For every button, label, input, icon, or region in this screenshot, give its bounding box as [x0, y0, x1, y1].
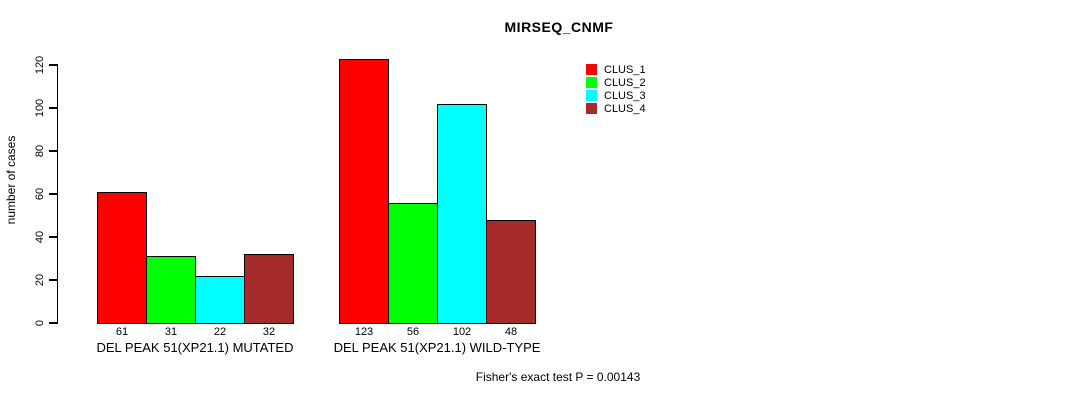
y-tick-mark	[49, 322, 57, 324]
bar-clus_4	[244, 254, 294, 324]
legend-swatch-clus-2	[586, 77, 597, 88]
y-tick-label: 80	[34, 144, 46, 158]
y-tick-mark	[49, 107, 57, 109]
y-tick-mark	[49, 236, 57, 238]
y-tick-label: 20	[34, 273, 46, 287]
y-tick-mark	[49, 193, 57, 195]
y-tick-mark	[49, 64, 57, 66]
bar-clus_1	[339, 58, 389, 324]
y-tick-label: 120	[34, 55, 46, 75]
bar-value-label: 31	[164, 326, 178, 338]
legend-item: CLUS_3	[586, 89, 646, 102]
y-axis-title: number of cases	[4, 135, 18, 225]
bar-clus_3	[437, 103, 487, 324]
legend-swatch-clus-4	[586, 103, 597, 114]
legend-label: CLUS_2	[604, 76, 646, 89]
bar-value-label: 48	[504, 326, 518, 338]
bar-clus_3	[195, 275, 245, 324]
legend-label: CLUS_1	[604, 63, 646, 76]
legend-swatch-clus-1	[586, 64, 597, 75]
bar-clus_2	[388, 202, 438, 324]
legend-label: CLUS_3	[604, 89, 646, 102]
y-tick-mark	[49, 279, 57, 281]
y-axis-line	[57, 64, 59, 324]
y-tick-mark	[49, 150, 57, 152]
legend-item: CLUS_2	[586, 76, 646, 89]
legend-item: CLUS_1	[586, 63, 646, 76]
group-label-wild-type: DEL PEAK 51(XP21.1) WILD-TYPE	[333, 340, 541, 355]
bar-clus_1	[97, 191, 147, 324]
bar-clus_4	[486, 219, 536, 324]
legend-label: CLUS_4	[604, 102, 646, 115]
y-tick-label: 0	[34, 319, 46, 327]
legend-swatch-clus-3	[586, 90, 597, 101]
bar-value-label: 123	[354, 326, 374, 338]
bar-value-label: 102	[452, 326, 472, 338]
fisher-test-annotation: Fisher's exact test P = 0.00143	[475, 370, 641, 384]
y-tick-label: 60	[34, 187, 46, 201]
bar-clus_2	[146, 256, 196, 324]
bar-value-label: 22	[213, 326, 227, 338]
bar-value-label: 32	[262, 326, 276, 338]
bar-value-label: 61	[115, 326, 129, 338]
chart-title: MIRSEQ_CNMF	[504, 19, 614, 35]
legend: CLUS_1 CLUS_2 CLUS_3 CLUS_4	[586, 63, 646, 115]
bar-value-label: 56	[406, 326, 420, 338]
group-label-mutated: DEL PEAK 51(XP21.1) MUTATED	[96, 340, 294, 355]
y-tick-label: 40	[34, 230, 46, 244]
legend-item: CLUS_4	[586, 102, 646, 115]
y-tick-label: 100	[34, 98, 46, 118]
